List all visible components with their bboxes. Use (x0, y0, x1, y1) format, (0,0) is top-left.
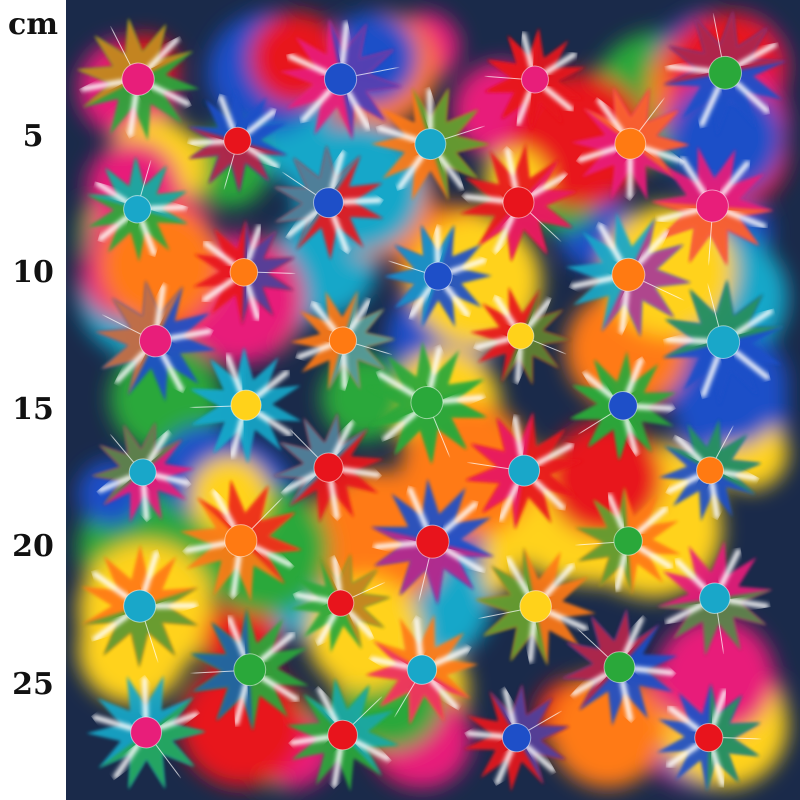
ruler-label-5: 5 (22, 119, 44, 154)
starburst-motif (370, 478, 495, 605)
ruler-label-15: 15 (12, 392, 54, 427)
fabric-print-image (66, 0, 800, 800)
ruler-label-25: 25 (12, 667, 54, 702)
cm-ruler: cm 5 10 15 20 25 (0, 0, 66, 800)
starburst-motif (290, 290, 396, 391)
starburst-motif (179, 479, 302, 602)
starburst-motif (190, 347, 302, 464)
starburst-motif (651, 146, 774, 266)
starburst-motif (656, 540, 773, 656)
starburst-motif (470, 286, 572, 386)
ruler-unit-label: cm (7, 7, 58, 42)
starburst-motif (663, 10, 788, 136)
starburst-motif (465, 411, 583, 530)
ruler-label-10: 10 (12, 255, 54, 290)
starburst-motif (463, 683, 570, 792)
starburst-pattern (76, 10, 789, 792)
starburst-motif (484, 27, 586, 132)
starburst-motif (460, 143, 577, 262)
starburst-motif (187, 88, 288, 193)
starburst-motif (86, 675, 206, 790)
starburst-motif (656, 683, 761, 792)
starburst-motif (565, 212, 692, 337)
starburst-motif (367, 341, 487, 464)
starburst-motif (273, 145, 384, 261)
starburst-motif (94, 280, 217, 402)
starburst-motif (662, 279, 785, 405)
starburst-motif (365, 614, 479, 725)
starburst-motif (370, 87, 490, 201)
starburst-motif (475, 547, 596, 666)
ruler-label-20: 20 (12, 529, 54, 564)
starburst-motif (384, 224, 492, 328)
starburst-motif (76, 17, 200, 141)
starburst-motif (86, 156, 188, 262)
starburst-motif (190, 608, 309, 731)
starburst-motif (290, 553, 391, 653)
background-color-blob (99, 204, 221, 326)
starburst-motif (658, 419, 762, 522)
starburst-motif (575, 486, 682, 596)
starburst-motif (569, 351, 677, 461)
starburst-motif (273, 412, 384, 523)
starburst-motif (286, 678, 399, 792)
starburst-motif (81, 544, 199, 668)
starburst-motif (192, 219, 295, 326)
starburst-motif (571, 87, 690, 201)
starburst-motif (91, 422, 195, 523)
starburst-motif (279, 18, 402, 140)
starburst-motif (561, 608, 678, 726)
